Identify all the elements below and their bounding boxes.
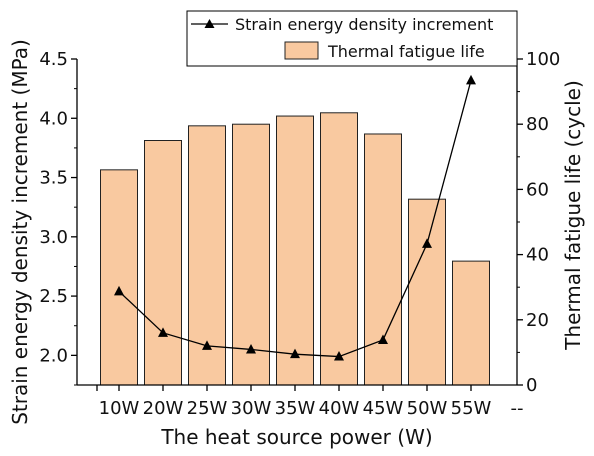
x-tick-label-50W: 50W <box>407 398 448 419</box>
x-tick-label-35W: 35W <box>275 398 316 419</box>
bar-20W <box>144 140 182 386</box>
y-left-tick-label: 4.5 <box>39 49 68 70</box>
y-right-tick-label: 80 <box>526 114 549 135</box>
y-right-tick-label: 0 <box>526 375 537 396</box>
line-point-25W <box>202 340 212 350</box>
bar-30W <box>232 123 270 386</box>
line-point-35W <box>290 348 300 359</box>
y-left-tick-label: 3.0 <box>39 227 68 248</box>
x-tick-label-55W: 55W <box>451 398 492 419</box>
line-point-10W <box>114 285 124 296</box>
y-left-tick-label: 2.0 <box>39 345 68 366</box>
bar-10W <box>100 169 138 386</box>
x-tick-label-45W: 45W <box>363 398 404 419</box>
bars-layer <box>100 112 490 386</box>
legend-label-bars: Thermal fatigue life <box>327 42 485 61</box>
y-axis-left-title: Strain energy density increment (MPa) <box>8 39 32 425</box>
line-layer <box>114 74 476 361</box>
y-left-tick-label: 3.5 <box>39 168 68 189</box>
line-point-55W <box>466 74 476 85</box>
line-point-40W <box>334 351 344 361</box>
legend-triangle-marker <box>204 19 215 28</box>
y-axis-right-title: Thermal fatigue life (cycle) <box>561 80 585 351</box>
bar-55W <box>452 260 490 386</box>
line-point-20W <box>158 327 168 337</box>
line-point-30W <box>246 343 256 354</box>
bar-50W <box>408 198 446 386</box>
legend-box <box>186 10 518 67</box>
x-tick-label-10W: 10W <box>99 398 140 419</box>
legend: Strain energy density increment Thermal … <box>186 10 518 67</box>
bar-40W <box>320 112 358 386</box>
x-axis-title: The heat source power (W) <box>160 425 432 449</box>
x-tick-label-40W: 40W <box>319 398 360 419</box>
line-point-45W <box>378 334 388 344</box>
y-right-tick-label: 40 <box>526 245 549 266</box>
bar-35W <box>276 115 314 386</box>
line-point-50W <box>422 238 432 248</box>
x-tick-label-25W: 25W <box>187 398 228 419</box>
bar-45W <box>364 133 402 386</box>
x-tick-label-30W: 30W <box>231 398 272 419</box>
y-right-tick-label: 60 <box>526 179 549 200</box>
y-right-tick-label: 20 <box>526 310 549 331</box>
x-tick-label-20W: 20W <box>143 398 184 419</box>
y-right-tick-label: 100 <box>526 49 560 70</box>
x-tick-label-extra: -- <box>511 398 524 419</box>
y-left-tick-label: 2.5 <box>39 286 68 307</box>
y-left-tick-label: 4.0 <box>39 108 68 129</box>
legend-bar-swatch <box>284 41 319 60</box>
legend-label-line: Strain energy density increment <box>235 15 493 34</box>
